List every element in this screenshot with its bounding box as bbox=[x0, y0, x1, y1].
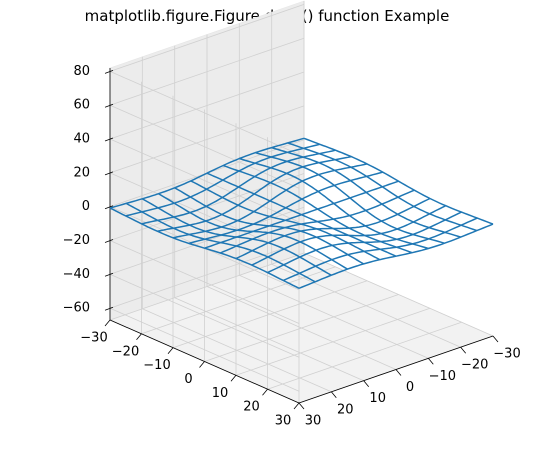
grid-line-z-left bbox=[109, 240, 300, 324]
wireframe-line-y bbox=[109, 137, 305, 209]
x-tick-label: 30 bbox=[305, 414, 322, 429]
wireframe-line-y bbox=[125, 143, 320, 217]
z-tick-label: −40 bbox=[63, 267, 90, 282]
x-tick-mark bbox=[395, 369, 402, 376]
x-tick-label: 20 bbox=[337, 402, 354, 417]
y-tick-label: 30 bbox=[275, 414, 292, 429]
y-tick-label: 0 bbox=[184, 372, 192, 387]
wireframe-line-y bbox=[267, 211, 462, 274]
x-tick-label: −30 bbox=[493, 347, 520, 362]
grid-line-z-left bbox=[109, 273, 300, 358]
grid-line-y-floor bbox=[267, 321, 462, 390]
tick-labels: −30 −20 −10 0 10 20 30 −30 −20 −10 0 10 20 30 −60 −40 −2… bbox=[63, 64, 521, 429]
z-tick-mark bbox=[104, 205, 114, 210]
z-tick-label: 60 bbox=[73, 98, 90, 113]
wireframe-line-y bbox=[251, 205, 447, 266]
grid-line-z-right bbox=[109, 206, 305, 275]
x-tick-mark bbox=[363, 380, 370, 387]
x-tick-label: 0 bbox=[406, 380, 414, 395]
x-tick-label: −20 bbox=[461, 358, 488, 373]
y-tick-label: −10 bbox=[143, 358, 170, 373]
grid-line-z-left bbox=[109, 104, 300, 189]
grid-line-z-right bbox=[109, 105, 305, 174]
z-tick-mark bbox=[104, 171, 114, 176]
y-tick-mark bbox=[293, 402, 300, 410]
grid-line-z-right bbox=[109, 240, 305, 309]
wireframe-line-y bbox=[188, 171, 383, 245]
wireframe-line-y bbox=[219, 189, 415, 254]
grid-line-y-floor bbox=[109, 252, 305, 321]
wireframe-surface bbox=[109, 137, 494, 289]
y-tick-label: −30 bbox=[80, 331, 107, 346]
z-tick-mark bbox=[104, 70, 114, 74]
y-tick-label: 20 bbox=[243, 400, 260, 415]
grid-line-z-right bbox=[109, 71, 305, 140]
axes-panes bbox=[109, 0, 494, 404]
z-tick-label: 20 bbox=[73, 165, 90, 180]
z-tick-mark bbox=[104, 239, 114, 243]
z-tick-mark bbox=[104, 137, 114, 142]
grid-line-y-floor bbox=[172, 280, 368, 349]
grid-line-z-right bbox=[109, 37, 305, 106]
grid-line-z-left bbox=[109, 307, 300, 392]
y-tick-mark bbox=[230, 375, 237, 382]
x-tick-mark bbox=[330, 391, 337, 399]
x-tick-mark bbox=[298, 402, 305, 410]
y-tick-mark bbox=[199, 361, 205, 368]
z-tick-mark bbox=[104, 272, 114, 277]
x-tick-mark bbox=[427, 358, 434, 365]
z-tick-label: 80 bbox=[73, 64, 90, 79]
wireframe-line-y bbox=[141, 149, 336, 225]
y-tick-label: 10 bbox=[212, 386, 229, 401]
x-tick-label: −10 bbox=[429, 369, 456, 384]
wireframe-line-y bbox=[298, 223, 494, 289]
wireframe-line-y bbox=[157, 155, 352, 232]
grid-line-z-left bbox=[109, 138, 300, 223]
z-tick-label: −20 bbox=[63, 233, 90, 248]
y-tick-mark bbox=[104, 319, 111, 327]
axis-lines bbox=[104, 68, 499, 410]
z-tick-label: 0 bbox=[82, 199, 90, 214]
z-tick-label: −60 bbox=[63, 301, 90, 316]
y-tick-mark bbox=[167, 347, 174, 354]
y-tick-mark bbox=[262, 388, 268, 396]
y-tick-mark bbox=[136, 333, 142, 341]
grid-line-z-left bbox=[109, 71, 300, 155]
z-tick-mark bbox=[104, 306, 114, 311]
wireframe-line-y bbox=[282, 217, 478, 282]
y-tick-label: −20 bbox=[112, 344, 139, 359]
wireframe-line-y bbox=[172, 163, 368, 239]
z-tick-mark bbox=[104, 103, 114, 108]
grid-line-z-right bbox=[109, 4, 305, 72]
wireframe-line-y bbox=[235, 197, 431, 260]
grid-line-y-floor bbox=[141, 266, 336, 335]
z-tick-label: 40 bbox=[73, 132, 90, 147]
grid-line-y-floor bbox=[204, 294, 399, 362]
x-tick-label: 10 bbox=[369, 391, 386, 406]
x-tick-mark bbox=[492, 335, 499, 343]
grid-line-y-floor bbox=[235, 307, 431, 376]
x-tick-mark bbox=[460, 346, 467, 354]
wireframe-line-y bbox=[204, 180, 399, 249]
